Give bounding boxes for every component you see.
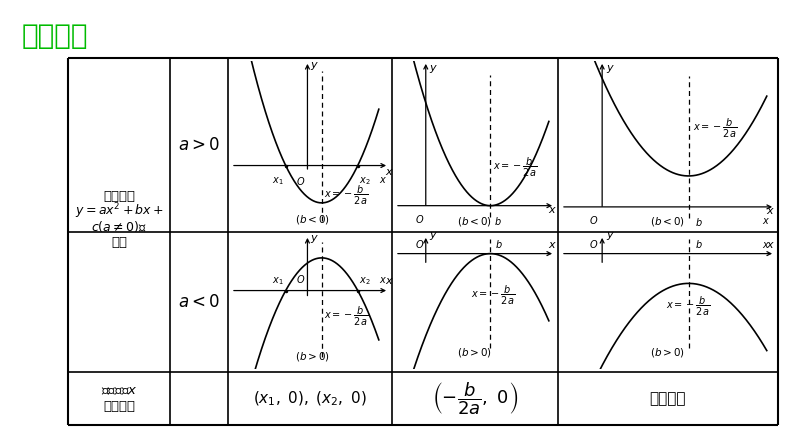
Text: $x_1$: $x_1$ xyxy=(272,275,283,287)
Text: $x=-\dfrac{b}{2a}$: $x=-\dfrac{b}{2a}$ xyxy=(665,295,710,318)
Text: $x$: $x$ xyxy=(765,240,775,250)
Text: 二次函数: 二次函数 xyxy=(103,190,135,203)
Text: $y=ax^2+bx+$: $y=ax^2+bx+$ xyxy=(75,201,164,221)
Text: 轴的交点: 轴的交点 xyxy=(103,400,135,413)
Text: $(x_1,\ 0),\;(x_2,\ 0)$: $(x_1,\ 0),\;(x_2,\ 0)$ xyxy=(253,389,367,408)
Text: $y$: $y$ xyxy=(310,60,319,72)
Text: $(b>0)$: $(b>0)$ xyxy=(295,350,330,363)
Text: $O$: $O$ xyxy=(295,273,305,285)
Text: $y$: $y$ xyxy=(607,63,615,75)
Text: $b$: $b$ xyxy=(495,238,503,250)
Text: $b$: $b$ xyxy=(696,216,703,228)
Text: $x$: $x$ xyxy=(761,240,770,250)
Text: 图象: 图象 xyxy=(111,236,127,249)
Text: $x=-\dfrac{b}{2a}$: $x=-\dfrac{b}{2a}$ xyxy=(324,305,368,328)
Text: $O$: $O$ xyxy=(415,238,424,250)
Text: $(b>0)$: $(b>0)$ xyxy=(457,346,492,358)
Text: $x=-\dfrac{b}{2a}$: $x=-\dfrac{b}{2a}$ xyxy=(471,283,515,307)
Text: $a>0$: $a>0$ xyxy=(178,136,220,154)
Text: $x$: $x$ xyxy=(548,205,557,215)
Text: $(b<0)$: $(b<0)$ xyxy=(295,213,330,226)
Text: $x$: $x$ xyxy=(548,240,557,250)
Text: $(b<0)$: $(b<0)$ xyxy=(650,215,685,228)
Text: 没有交点: 没有交点 xyxy=(649,391,686,406)
Text: $O$: $O$ xyxy=(295,175,305,187)
Text: $c(a\neq0)$的: $c(a\neq0)$的 xyxy=(91,219,147,235)
Text: 感悟新知: 感悟新知 xyxy=(22,22,88,50)
Text: $y$: $y$ xyxy=(429,230,437,242)
Text: $y$: $y$ xyxy=(310,232,319,245)
Text: $x$: $x$ xyxy=(380,175,387,185)
Text: $a<0$: $a<0$ xyxy=(178,293,220,311)
Text: $x$: $x$ xyxy=(385,167,394,177)
Text: $\left(-\dfrac{b}{2a},\ 0\right)$: $\left(-\dfrac{b}{2a},\ 0\right)$ xyxy=(432,380,518,417)
Text: 抛物线与$x$: 抛物线与$x$ xyxy=(101,384,137,397)
Text: $x$: $x$ xyxy=(385,276,394,286)
Text: $O$: $O$ xyxy=(589,214,599,226)
Text: $x_2$: $x_2$ xyxy=(360,175,371,187)
Text: $x=-\dfrac{b}{2a}$: $x=-\dfrac{b}{2a}$ xyxy=(692,117,737,140)
Text: $x_2$: $x_2$ xyxy=(360,275,371,287)
Text: $O$: $O$ xyxy=(415,213,424,225)
Text: $y$: $y$ xyxy=(607,230,615,242)
Text: $y$: $y$ xyxy=(429,63,437,75)
Text: $x$: $x$ xyxy=(765,206,775,216)
Text: $(b>0)$: $(b>0)$ xyxy=(650,346,685,358)
Text: $x$: $x$ xyxy=(761,216,770,226)
Text: $x_1$: $x_1$ xyxy=(272,175,283,187)
Text: $O$: $O$ xyxy=(589,238,599,250)
Text: $(b<0)$: $(b<0)$ xyxy=(457,215,492,228)
Text: $b$: $b$ xyxy=(494,215,502,227)
Text: $b$: $b$ xyxy=(696,238,703,250)
Text: $x$: $x$ xyxy=(380,275,387,285)
Text: $x=-\dfrac{b}{2a}$: $x=-\dfrac{b}{2a}$ xyxy=(324,185,368,207)
Text: $x=-\dfrac{b}{2a}$: $x=-\dfrac{b}{2a}$ xyxy=(493,156,538,178)
